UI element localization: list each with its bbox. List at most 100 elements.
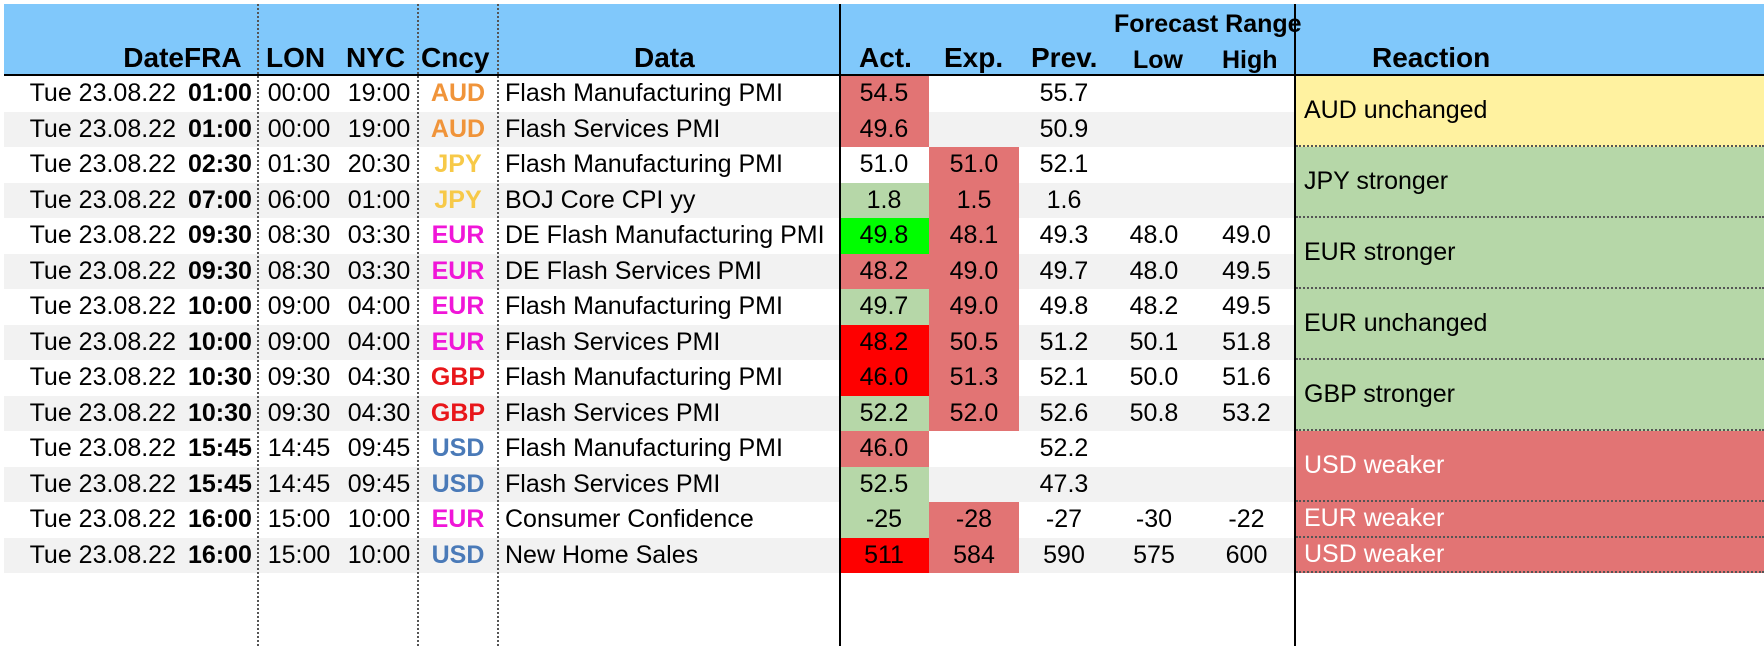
cell-prev: 52.1 — [1039, 363, 1089, 392]
cell-cncy: JPY — [434, 150, 482, 179]
cell-prev: 590 — [1043, 540, 1085, 569]
cell-exp — [929, 112, 1019, 148]
cell-exp: 50.5 — [929, 324, 1019, 360]
cell-high — [1199, 147, 1294, 183]
cell-high — [1199, 76, 1294, 112]
cell-prev: 55.7 — [1039, 79, 1089, 108]
cell-cncy: AUD — [430, 114, 486, 143]
column-divider — [497, 4, 499, 646]
cell-lon: 09:00 — [267, 327, 331, 356]
cell-data: Flash Manufacturing PMI — [505, 150, 783, 179]
cell-exp: 52.0 — [929, 395, 1019, 431]
cell-low — [1109, 183, 1199, 219]
cell-date: Tue 23.08.22 — [29, 363, 176, 392]
header-data: Data — [634, 42, 695, 73]
cell-prev: 52.6 — [1039, 398, 1089, 427]
reaction-cell: USD weaker — [1296, 537, 1764, 573]
cell-act: 52.5 — [839, 466, 929, 502]
cell-prev: 50.9 — [1039, 114, 1089, 143]
cell-fra: 10:00 — [188, 327, 252, 356]
cell-lon: 09:30 — [267, 398, 331, 427]
cell-exp — [929, 431, 1019, 467]
header-date: Date — [123, 42, 184, 73]
cell-data: Flash Manufacturing PMI — [505, 292, 783, 321]
cell-prev: 52.2 — [1039, 434, 1089, 463]
cell-date: Tue 23.08.22 — [29, 398, 176, 427]
cell-lon: 00:00 — [267, 114, 331, 143]
cell-high — [1199, 431, 1294, 467]
cell-date: Tue 23.08.22 — [29, 114, 176, 143]
column-divider — [839, 4, 841, 646]
cell-act: 52.2 — [839, 395, 929, 431]
header-band-reaction — [1460, 4, 1764, 84]
cell-fra: 16:00 — [188, 540, 252, 569]
cell-data: Flash Manufacturing PMI — [505, 79, 783, 108]
cell-cncy: EUR — [431, 505, 485, 534]
cell-exp: 1.5 — [929, 182, 1019, 218]
reaction-cell: AUD unchanged — [1296, 76, 1764, 147]
cell-low: 48.2 — [1129, 292, 1179, 321]
cell-fra: 01:00 — [188, 79, 252, 108]
cell-data: Flash Services PMI — [505, 398, 721, 427]
cell-fra: 10:30 — [188, 363, 252, 392]
column-divider — [257, 4, 259, 646]
table-row — [4, 502, 1294, 538]
cell-lon: 14:45 — [267, 469, 331, 498]
cell-nyc: 04:30 — [347, 398, 411, 427]
cell-low — [1109, 76, 1199, 112]
cell-act: -25 — [839, 502, 929, 538]
cell-high — [1199, 467, 1294, 503]
cell-low — [1109, 147, 1199, 183]
table-row — [4, 253, 1294, 289]
cell-act: 48.2 — [839, 324, 929, 360]
cell-prev: 1.6 — [1046, 185, 1082, 214]
cell-lon: 15:00 — [267, 505, 331, 534]
cell-nyc: 10:00 — [347, 505, 411, 534]
cell-lon: 06:00 — [267, 185, 331, 214]
cell-low: 50.1 — [1129, 327, 1179, 356]
header-forecast-range: Forecast Range — [1114, 10, 1302, 38]
table-row — [4, 147, 1294, 183]
cell-data: Flash Services PMI — [505, 327, 721, 356]
cell-nyc: 19:00 — [347, 79, 411, 108]
cell-prev: 52.1 — [1039, 150, 1089, 179]
cell-act: 46.0 — [839, 360, 929, 396]
cell-date: Tue 23.08.22 — [29, 434, 176, 463]
table-row — [4, 537, 1294, 573]
cell-high: 49.0 — [1222, 221, 1271, 250]
cell-nyc: 01:00 — [347, 185, 411, 214]
header-band — [4, 4, 1460, 84]
table-row — [4, 218, 1294, 254]
cell-date: Tue 23.08.22 — [29, 150, 176, 179]
reaction-cell: JPY stronger — [1296, 147, 1764, 218]
cell-data: Flash Services PMI — [505, 469, 721, 498]
cell-act: 54.5 — [839, 76, 929, 112]
reaction-cell: GBP stronger — [1296, 360, 1764, 431]
cell-data: BOJ Core CPI yy — [505, 185, 696, 214]
cell-fra: 10:00 — [188, 292, 252, 321]
cell-exp: 584 — [929, 537, 1019, 573]
cell-date: Tue 23.08.22 — [29, 540, 176, 569]
cell-lon: 00:00 — [267, 79, 331, 108]
cell-data: DE Flash Manufacturing PMI — [505, 221, 825, 250]
cell-lon: 09:00 — [267, 292, 331, 321]
cell-act: 511 — [839, 537, 929, 573]
cell-data: New Home Sales — [505, 540, 699, 569]
cell-lon: 14:45 — [267, 434, 331, 463]
cell-high: 49.5 — [1222, 292, 1271, 321]
cell-high: 51.8 — [1222, 327, 1271, 356]
cell-low: 575 — [1133, 540, 1175, 569]
cell-cncy: USD — [431, 434, 485, 463]
header-cncy: Cncy — [421, 42, 490, 73]
cell-nyc: 10:00 — [347, 540, 411, 569]
cell-cncy: EUR — [431, 221, 485, 250]
cell-fra: 01:00 — [188, 114, 252, 143]
cell-exp — [929, 76, 1019, 112]
cell-lon: 01:30 — [267, 150, 331, 179]
cell-data: Consumer Confidence — [505, 505, 754, 534]
header-fra: FRA — [184, 42, 242, 73]
cell-low — [1109, 431, 1199, 467]
cell-date: Tue 23.08.22 — [29, 221, 176, 250]
header-reaction: Reaction — [1372, 42, 1491, 73]
cell-low — [1109, 467, 1199, 503]
